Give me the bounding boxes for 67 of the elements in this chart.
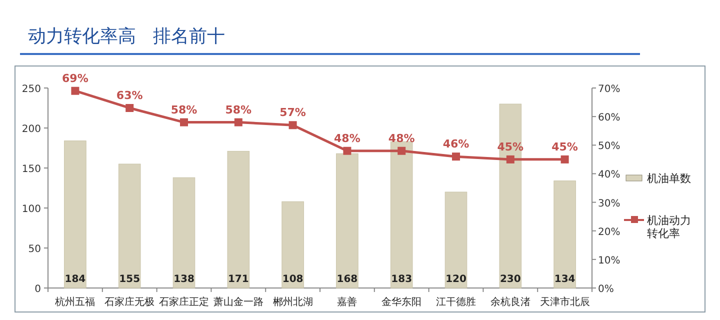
y-tick-label: 150	[22, 164, 41, 175]
x-tick-label: 余杭良渚	[490, 296, 530, 308]
x-tick-label: 石家庄无极	[104, 296, 155, 308]
y-tick-label: 0	[34, 284, 41, 295]
data-label: 138	[174, 274, 194, 285]
x-tick-label: 石家庄正定	[159, 296, 209, 308]
x-tick-label: 郴州北湖	[272, 296, 313, 308]
y2-tick-label: 40%	[598, 170, 620, 181]
bar	[444, 192, 468, 288]
bar	[64, 140, 86, 288]
x-tick-label: 江干德胜	[436, 296, 476, 308]
data-label: 168	[336, 274, 358, 285]
data-label: 120	[446, 274, 466, 285]
legend-label: 机油单数	[647, 172, 691, 185]
point	[71, 86, 80, 95]
legend-label: 机油动力转化率	[647, 214, 691, 240]
x-tick-label: 萧山金一路	[213, 296, 264, 308]
y-tick-label: 100	[22, 204, 41, 215]
data-label: 184	[64, 274, 86, 285]
point	[452, 152, 460, 161]
point	[288, 121, 297, 130]
data-label: 57%	[280, 106, 306, 120]
data-label: 183	[391, 274, 412, 285]
data-label: 134	[554, 274, 576, 285]
data-label: 171	[228, 274, 249, 285]
bar	[172, 177, 196, 288]
point	[398, 146, 406, 155]
data-label: 58%	[170, 103, 198, 116]
point	[126, 104, 134, 112]
data-label: 48%	[388, 132, 415, 145]
y-tick-label: 200	[22, 124, 41, 135]
bar	[499, 104, 522, 288]
bar	[282, 201, 304, 288]
title: 动力转化率高 排名前十	[28, 26, 226, 47]
x-tick-label: 天津市北辰	[540, 296, 590, 308]
x-tick-label: 杭州五福	[54, 296, 96, 308]
x-tick-label: 嘉善	[337, 296, 358, 308]
y2-tick-label: 60%	[598, 112, 620, 124]
data-label: 58%	[225, 103, 252, 116]
y2-tick-label: 0%	[598, 284, 614, 295]
bar	[227, 150, 250, 288]
data-label: 230	[500, 274, 521, 285]
y2-tick-label: 10%	[598, 255, 620, 266]
x-tick-label: 金华东阳	[382, 296, 422, 308]
point	[180, 118, 188, 126]
bar	[390, 141, 413, 288]
data-label: 63%	[116, 89, 143, 102]
y2-tick-label: 20%	[598, 226, 620, 238]
y-tick-label: 50	[28, 244, 41, 255]
point	[506, 155, 514, 164]
data-label: 48%	[334, 132, 360, 145]
data-label: 45%	[497, 140, 524, 154]
point	[560, 155, 569, 164]
bar	[118, 164, 141, 288]
y-tick-label: 250	[22, 84, 41, 95]
y2-tick-label: 30%	[598, 198, 620, 210]
y2-tick-label: 70%	[598, 84, 620, 95]
bar	[554, 180, 576, 288]
data-label: 45%	[552, 140, 578, 154]
y2-tick-label: 50%	[598, 141, 620, 152]
data-label: 155	[119, 274, 140, 285]
data-label: 46%	[442, 138, 470, 151]
data-label: 108	[282, 274, 304, 285]
data-label: 69%	[62, 72, 88, 85]
point	[234, 118, 242, 126]
point	[343, 146, 352, 155]
bar	[336, 153, 358, 288]
